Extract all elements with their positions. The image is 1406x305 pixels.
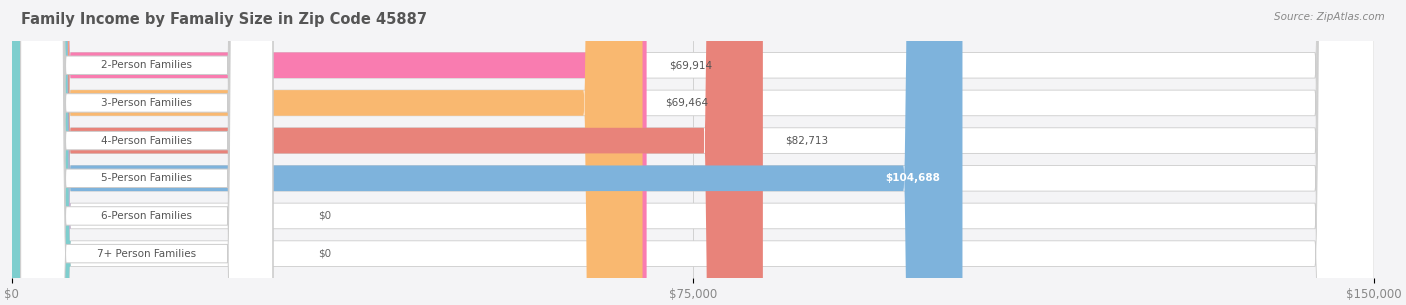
FancyBboxPatch shape — [11, 0, 963, 305]
Text: $104,688: $104,688 — [884, 173, 939, 183]
Text: Source: ZipAtlas.com: Source: ZipAtlas.com — [1274, 12, 1385, 22]
Text: $69,914: $69,914 — [669, 60, 713, 70]
FancyBboxPatch shape — [11, 0, 647, 305]
FancyBboxPatch shape — [21, 0, 273, 305]
Text: 5-Person Families: 5-Person Families — [101, 173, 193, 183]
FancyBboxPatch shape — [21, 0, 273, 305]
Text: 6-Person Families: 6-Person Families — [101, 211, 193, 221]
FancyBboxPatch shape — [11, 0, 1374, 305]
Text: 3-Person Families: 3-Person Families — [101, 98, 193, 108]
Text: $69,464: $69,464 — [665, 98, 709, 108]
FancyBboxPatch shape — [21, 0, 273, 305]
FancyBboxPatch shape — [11, 0, 643, 305]
Text: $0: $0 — [318, 211, 332, 221]
FancyBboxPatch shape — [21, 0, 273, 305]
FancyBboxPatch shape — [11, 0, 1374, 305]
Text: 7+ Person Families: 7+ Person Families — [97, 249, 197, 259]
FancyBboxPatch shape — [21, 0, 273, 305]
FancyBboxPatch shape — [0, 0, 70, 305]
FancyBboxPatch shape — [0, 0, 70, 305]
FancyBboxPatch shape — [11, 0, 1374, 305]
FancyBboxPatch shape — [11, 0, 1374, 305]
FancyBboxPatch shape — [11, 0, 763, 305]
Text: 2-Person Families: 2-Person Families — [101, 60, 193, 70]
FancyBboxPatch shape — [11, 0, 1374, 305]
FancyBboxPatch shape — [11, 0, 1374, 305]
Text: Family Income by Famaliy Size in Zip Code 45887: Family Income by Famaliy Size in Zip Cod… — [21, 12, 427, 27]
FancyBboxPatch shape — [21, 0, 273, 305]
Text: $82,713: $82,713 — [786, 136, 828, 145]
Text: $0: $0 — [318, 249, 332, 259]
Text: 4-Person Families: 4-Person Families — [101, 136, 193, 145]
